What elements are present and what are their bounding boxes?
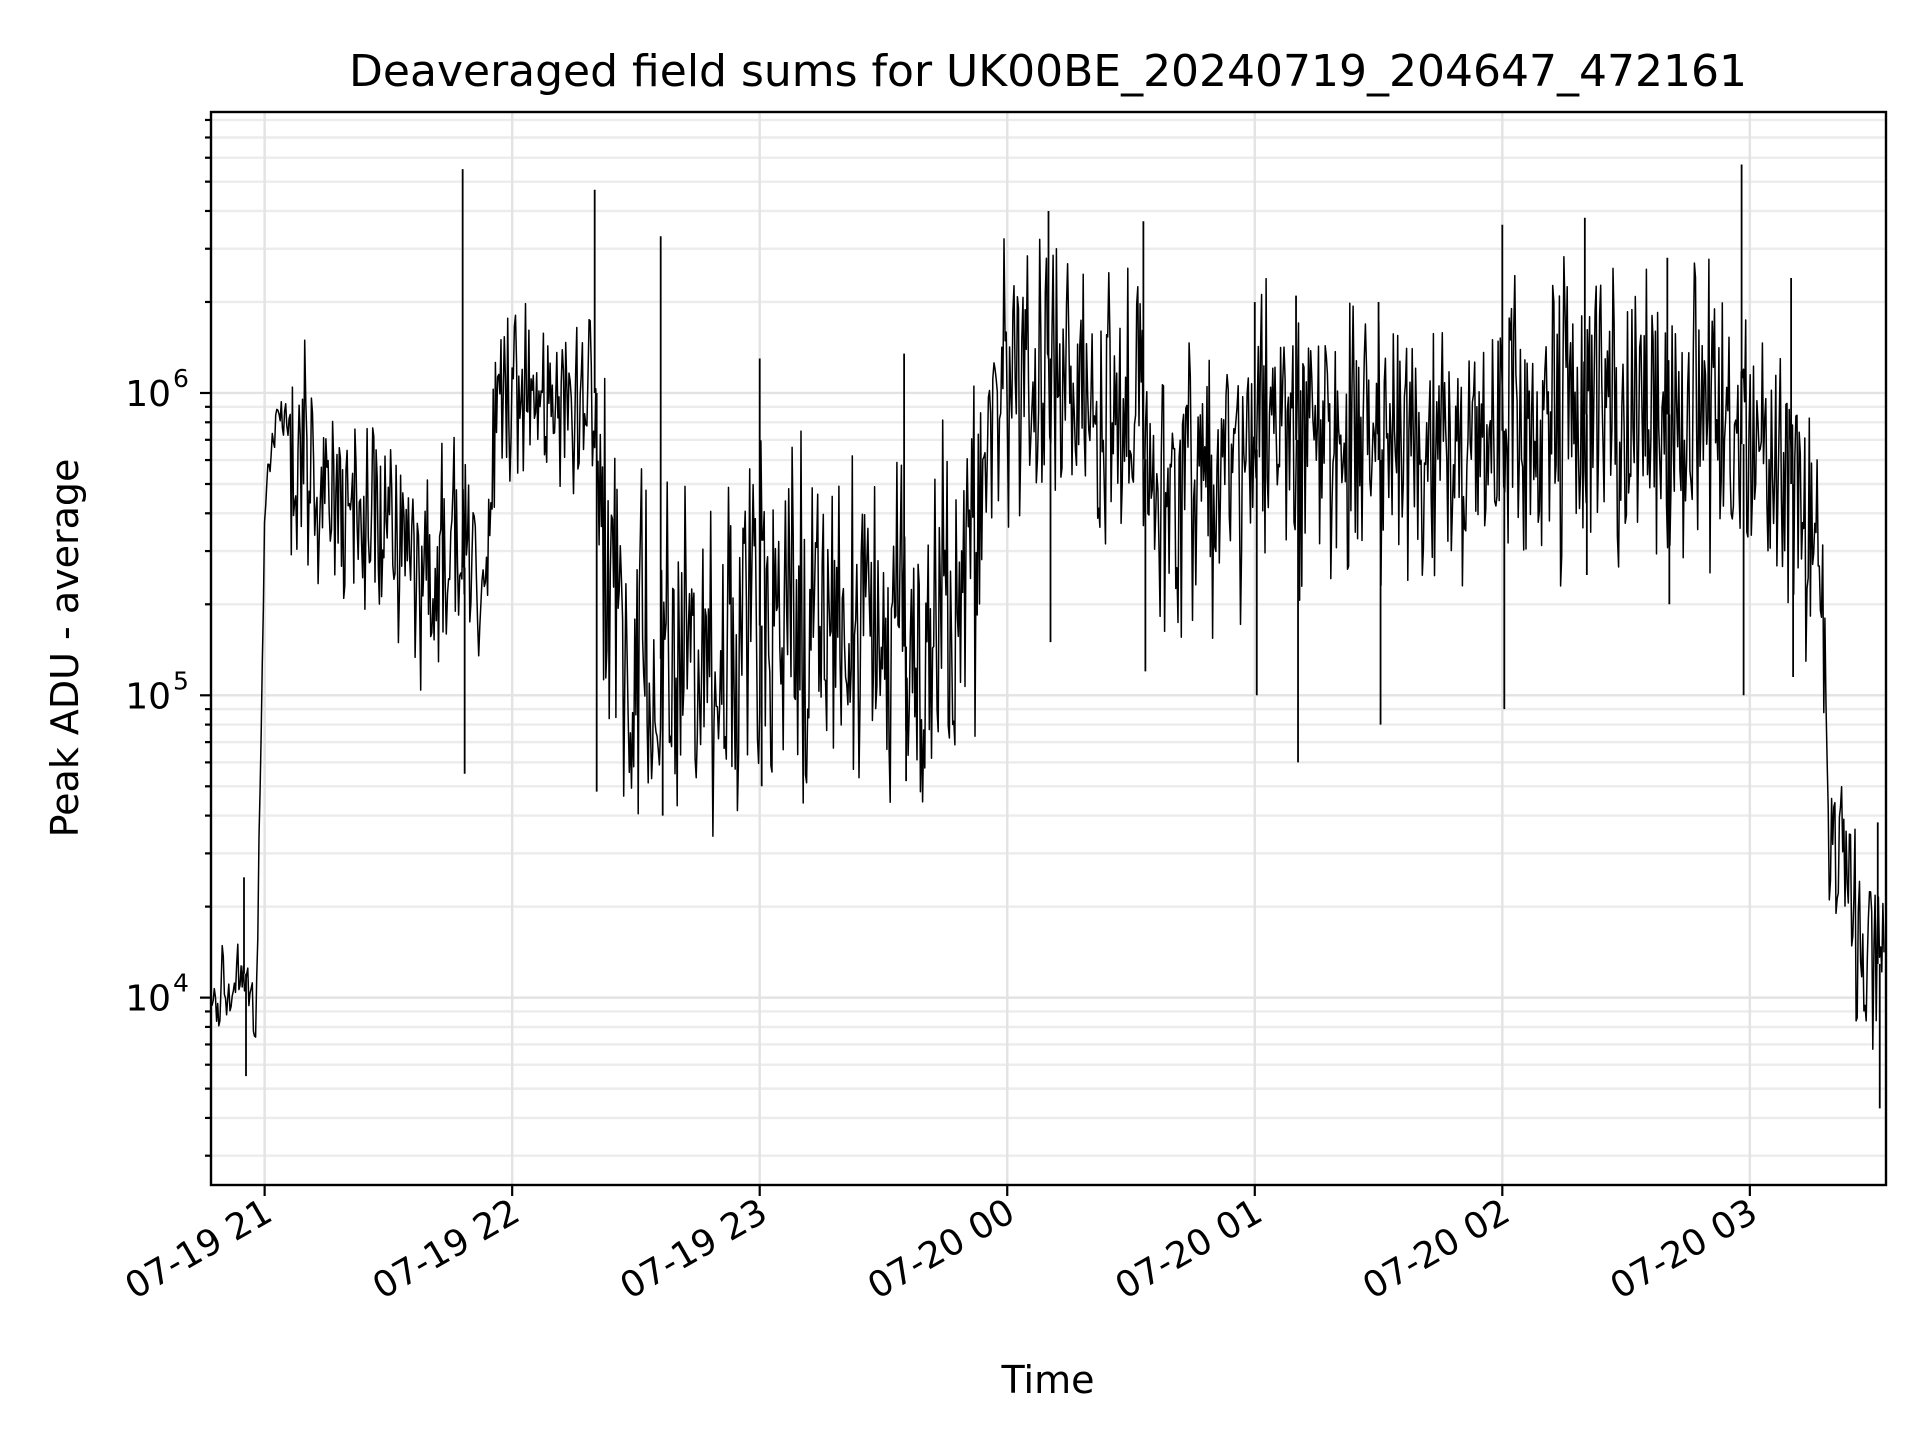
x-tick-label: 07-19 23: [614, 1191, 775, 1307]
x-tick-label: 07-20 01: [1109, 1191, 1270, 1307]
y-axis-label: Peak ADU - average: [43, 459, 87, 838]
grid-layer: [211, 112, 1886, 1185]
y-tick-label-base: 10: [125, 676, 171, 717]
x-axis: 07-19 21 07-19 22 07-19 23 07-20 00 07-20 01…: [118, 1185, 1764, 1308]
x-tick-label: 07-20 00: [861, 1191, 1022, 1307]
x-tick-label: 07-19 22: [366, 1191, 527, 1307]
y-tick-label-exponent: 5: [173, 666, 189, 695]
chart-title: Deaveraged field sums for UK00BE_2024071…: [349, 46, 1747, 97]
x-tick-label: 07-20 03: [1604, 1191, 1765, 1307]
y-tick-label-exponent: 6: [173, 364, 189, 393]
plot-frame: [209, 110, 1888, 1187]
x-tick-label: 07-20 02: [1356, 1191, 1517, 1307]
y-tick-label: 10: [125, 374, 171, 415]
y-tick-label: 10: [125, 979, 171, 1020]
x-tick-label: 07-19 21: [118, 1191, 279, 1307]
y-tick-label-base: 10: [125, 374, 171, 415]
series-line: [210, 238, 1885, 1050]
plot-layer: [210, 164, 1885, 1109]
y-tick-label-base: 10: [125, 979, 171, 1020]
x-axis-label: Time: [1001, 1358, 1095, 1402]
y-tick-label: 10: [125, 676, 171, 717]
y-tick-label-exponent: 4: [173, 969, 189, 998]
